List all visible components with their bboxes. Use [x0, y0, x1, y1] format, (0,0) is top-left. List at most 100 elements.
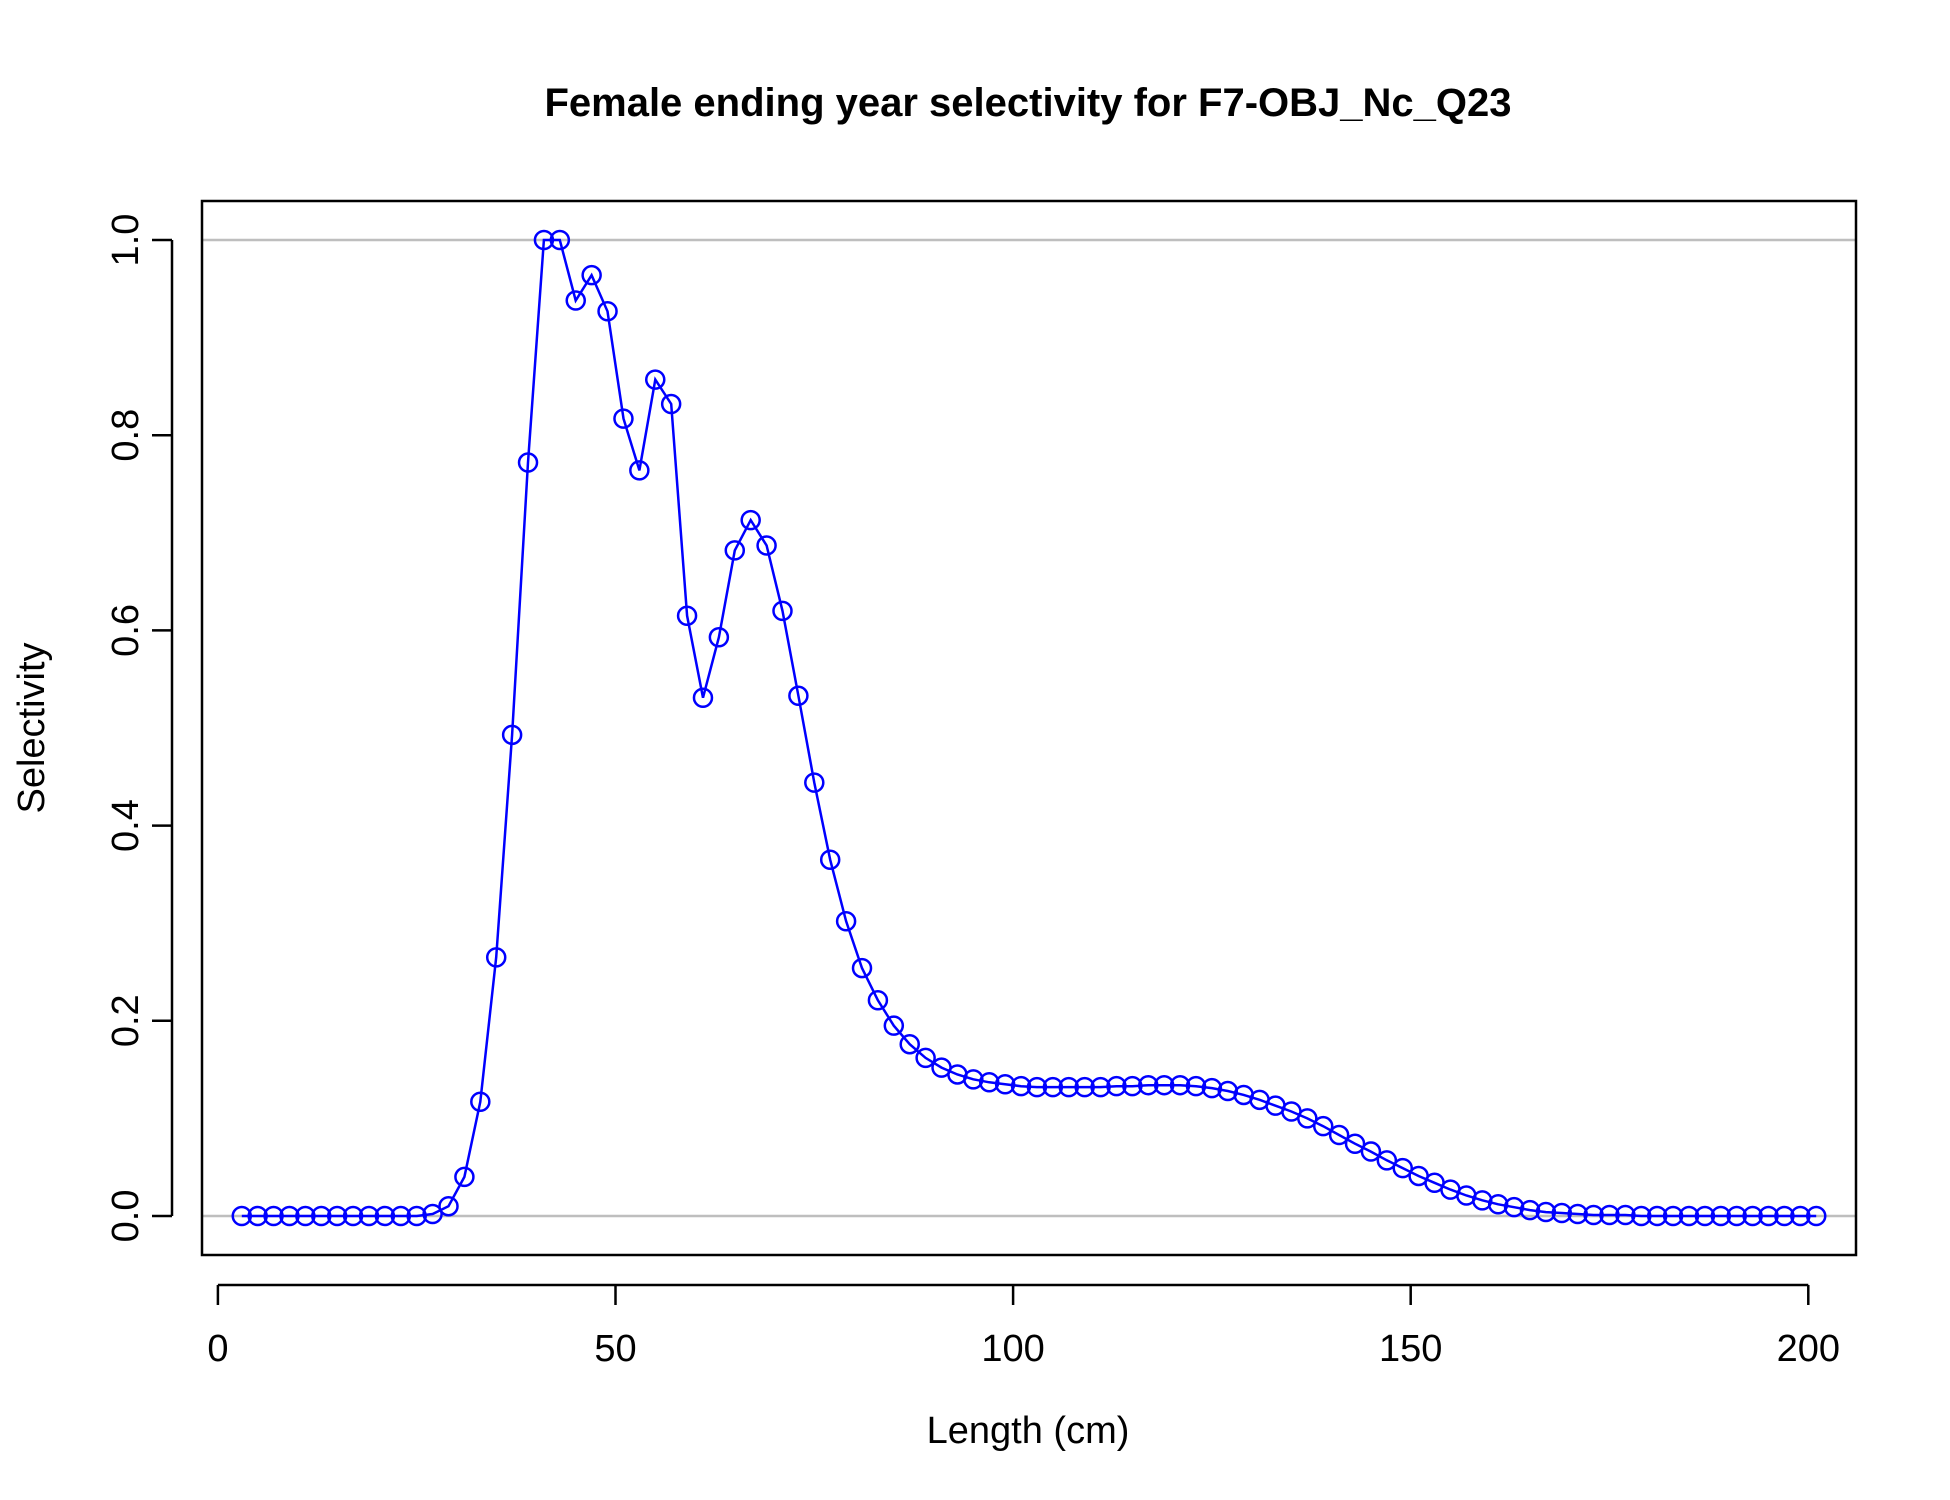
- data-point: [963, 1069, 984, 1090]
- y-axis: 0.0 0.2 0.4 0.6 0.8 1.0: [105, 214, 174, 1243]
- data-point: [565, 290, 586, 311]
- y-tick-label: 1.0: [105, 214, 147, 267]
- data-point: [549, 229, 571, 251]
- data-point: [692, 687, 714, 708]
- data-point: [247, 1205, 268, 1227]
- data-point: [978, 1072, 1000, 1093]
- data-point: [295, 1205, 316, 1227]
- chart-title: Female ending year selectivity for F7-OB…: [544, 81, 1511, 125]
- x-tick-label: 0: [207, 1328, 228, 1370]
- data-point: [1535, 1201, 1557, 1223]
- data-point: [835, 910, 857, 932]
- data-point: [1360, 1141, 1382, 1162]
- data-point: [1106, 1075, 1127, 1097]
- data-point: [390, 1205, 412, 1227]
- data-point: [1662, 1205, 1684, 1227]
- data-point: [676, 605, 698, 627]
- data-point: [1805, 1205, 1827, 1227]
- data-point: [1074, 1076, 1095, 1098]
- plot-frame: [200, 199, 1858, 1257]
- y-tick-label: 0.6: [105, 604, 147, 657]
- data-point: [326, 1205, 348, 1227]
- data-point: [374, 1205, 396, 1227]
- data-point: [1297, 1108, 1318, 1129]
- data-point: [597, 301, 618, 322]
- data-point: [1328, 1124, 1350, 1146]
- data-point: [1615, 1204, 1636, 1226]
- data-point: [1026, 1076, 1048, 1098]
- x-tick-label: 100: [981, 1328, 1044, 1370]
- data-point: [1058, 1076, 1080, 1098]
- data-point: [1392, 1157, 1413, 1179]
- data-point: [1551, 1202, 1573, 1224]
- data-point: [470, 1091, 491, 1113]
- data-point: [1010, 1075, 1032, 1097]
- data-point: [1185, 1075, 1207, 1097]
- data-point: [1090, 1076, 1111, 1098]
- x-tick-label: 200: [1777, 1328, 1840, 1370]
- data-point: [915, 1047, 936, 1069]
- data-point: [1710, 1205, 1732, 1227]
- y-tick-label: 0.0: [105, 1190, 147, 1243]
- data-point: [994, 1073, 1016, 1095]
- series-line: [241, 238, 1817, 1218]
- x-axis-label: Length (cm): [927, 1410, 1130, 1452]
- data-point: [1122, 1075, 1143, 1097]
- data-point: [485, 947, 507, 968]
- y-tick-label: 0.8: [105, 409, 147, 462]
- data-point: [1742, 1205, 1763, 1227]
- data-point: [279, 1205, 300, 1227]
- data-point: [645, 369, 666, 390]
- data-point: [1519, 1199, 1541, 1221]
- data-point: [1583, 1204, 1604, 1226]
- data-point: [1344, 1133, 1366, 1154]
- data-point: [438, 1195, 459, 1217]
- y-axis-label: Selectivity: [11, 642, 53, 813]
- data-point: [454, 1166, 475, 1188]
- data-point: [1567, 1203, 1588, 1225]
- data-point: [1774, 1205, 1795, 1227]
- data-point: [899, 1033, 920, 1055]
- data-point: [1599, 1204, 1620, 1226]
- data-point: [756, 535, 777, 556]
- data-point: [1694, 1205, 1716, 1227]
- data-point: [1169, 1074, 1191, 1096]
- data-point: [629, 460, 650, 481]
- data-point: [660, 393, 682, 415]
- data-point: [1312, 1115, 1334, 1137]
- data-point: [1503, 1196, 1525, 1218]
- data-point: [867, 990, 889, 1011]
- data-point: [740, 509, 761, 531]
- data-point: [1790, 1205, 1811, 1227]
- data-point: [1726, 1205, 1747, 1227]
- data-point: [708, 626, 730, 648]
- data-point: [517, 452, 539, 473]
- data-point: [422, 1203, 443, 1225]
- reference-lines: [202, 238, 1856, 1218]
- data-point: [406, 1205, 427, 1227]
- data-point: [1646, 1205, 1668, 1227]
- data-point: [788, 685, 809, 707]
- data-point: [883, 1015, 905, 1036]
- data-point: [263, 1205, 284, 1227]
- data-point: [1042, 1076, 1064, 1098]
- data-point: [724, 540, 746, 561]
- data-point: [1678, 1205, 1700, 1227]
- data-point: [819, 849, 841, 870]
- data-point: [1376, 1150, 1398, 1171]
- data-point: [533, 229, 555, 251]
- x-tick-label: 150: [1379, 1328, 1442, 1370]
- data-point: [311, 1205, 332, 1227]
- y-tick-label: 0.4: [105, 799, 147, 852]
- data-point: [358, 1205, 380, 1227]
- data-point: [342, 1205, 364, 1227]
- data-point: [581, 264, 602, 286]
- data-point: [1631, 1205, 1652, 1227]
- x-axis: 0 50 100 150 200: [207, 1283, 1840, 1370]
- data-point: [613, 408, 634, 429]
- series-points: [231, 229, 1827, 1227]
- data-point: [1487, 1194, 1509, 1215]
- data-point: [804, 772, 825, 793]
- data-point: [1758, 1205, 1779, 1227]
